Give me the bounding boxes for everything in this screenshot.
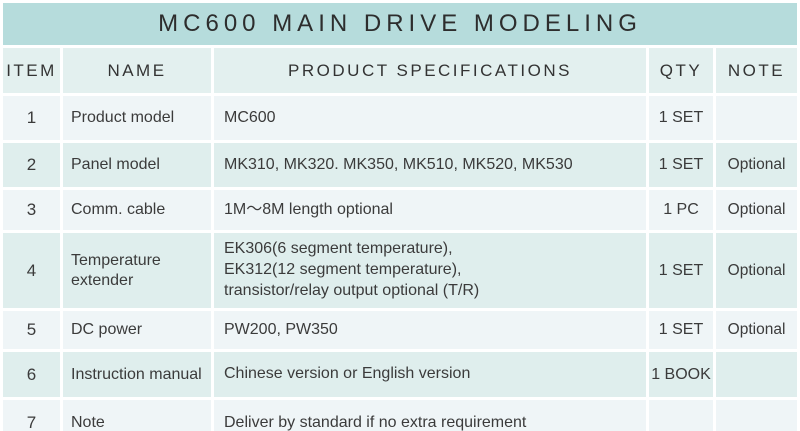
qty-cell: 1 SET [649, 96, 713, 140]
item-cell: 5 [3, 311, 60, 349]
spec-cell: MK310, MK320. MK350, MK510, MK520, MK530 [214, 143, 646, 187]
spec-cell: MC600 [214, 96, 646, 140]
item-cell: 1 [3, 96, 60, 140]
qty-cell: 1 BOOK [649, 352, 713, 397]
qty-cell [649, 400, 713, 431]
table-row: 3 Comm. cable 1M～8M length optional 1 PC… [3, 190, 798, 230]
name-cell: Note [63, 400, 211, 431]
item-cell: 6 [3, 352, 60, 397]
table-row: 4 Temperature extender EK306(6 segment t… [3, 233, 798, 308]
spec-cell: PW200, PW350 [214, 311, 646, 349]
note-cell: Optional [716, 190, 798, 230]
item-cell: 3 [3, 190, 60, 230]
note-cell: Optional [716, 143, 798, 187]
qty-cell: 1 PC [649, 190, 713, 230]
name-cell: DC power [63, 311, 211, 349]
name-cell: Comm. cable [63, 190, 211, 230]
table-row: 5 DC power PW200, PW350 1 SET Optional [3, 311, 798, 349]
spec-cell: 1M～8M length optional [214, 190, 646, 230]
qty-cell: 1 SET [649, 233, 713, 308]
note-cell [716, 400, 798, 431]
qty-cell: 1 SET [649, 311, 713, 349]
table-row: 7 Note Deliver by standard if no extra r… [3, 400, 798, 431]
column-header-item: ITEM [3, 48, 60, 93]
note-cell [716, 352, 798, 397]
title-row: MC600 MAIN DRIVE MODELING [3, 3, 798, 45]
table-title: MC600 MAIN DRIVE MODELING [3, 3, 798, 45]
spec-cell: Chinese version or English version [214, 352, 646, 397]
table-row: 6 Instruction manual Chinese version or … [3, 352, 798, 397]
column-header-note: NOTE [716, 48, 798, 93]
item-cell: 7 [3, 400, 60, 431]
qty-cell: 1 SET [649, 143, 713, 187]
column-header-specifications: PRODUCT SPECIFICATIONS [214, 48, 646, 93]
column-header-qty: QTY [649, 48, 713, 93]
note-cell: Optional [716, 233, 798, 308]
name-cell: Panel model [63, 143, 211, 187]
item-cell: 4 [3, 233, 60, 308]
name-cell: Temperature extender [63, 233, 211, 308]
column-header-name: NAME [63, 48, 211, 93]
header-row: ITEM NAME PRODUCT SPECIFICATIONS QTY NOT… [3, 48, 798, 93]
table-row: 1 Product model MC600 1 SET [3, 96, 798, 140]
note-cell: Optional [716, 311, 798, 349]
spec-cell: EK306(6 segment temperature), EK312(12 s… [214, 233, 646, 308]
name-cell: Product model [63, 96, 211, 140]
item-cell: 2 [3, 143, 60, 187]
table-row: 2 Panel model MK310, MK320. MK350, MK510… [3, 143, 798, 187]
spec-cell: Deliver by standard if no extra requirem… [214, 400, 646, 431]
name-cell: Instruction manual [63, 352, 211, 397]
note-cell [716, 96, 798, 140]
